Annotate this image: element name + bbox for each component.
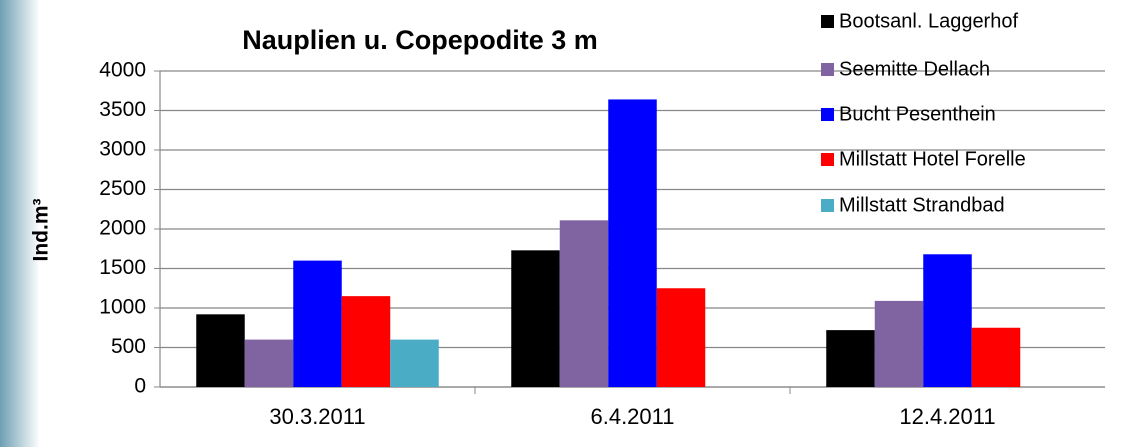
y-tick-label: 1000 (99, 296, 146, 319)
y-tick-label: 1500 (99, 256, 146, 279)
bar (874, 300, 924, 387)
legend-swatch (821, 153, 834, 166)
y-tick-label: 500 (111, 335, 146, 358)
x-tick-label: 12.4.2011 (899, 404, 995, 429)
y-tick-label: 3000 (99, 138, 146, 161)
legend-label: Millstatt Strandbad (839, 194, 1005, 216)
legend-label: Bucht Pesenthein (839, 103, 996, 125)
bar (971, 327, 1021, 387)
y-tick-label: 3500 (99, 98, 146, 121)
y-tick-label: 0 (134, 375, 146, 398)
legend-label: Seemitte Dellach (839, 58, 990, 80)
bar (244, 339, 294, 387)
y-tick-label: 4000 (99, 59, 146, 82)
legend-swatch (821, 199, 834, 212)
x-tick-label: 6.4.2011 (590, 404, 674, 429)
x-tick-label: 30.3.2011 (269, 404, 365, 429)
y-axis-label: Ind.m³ (30, 199, 53, 262)
bar (923, 254, 972, 387)
bar (196, 314, 245, 387)
legend-label: Bootsanl. Laggerhof (839, 10, 1018, 32)
bar (293, 260, 342, 387)
bar (826, 330, 875, 387)
bar (511, 250, 560, 387)
y-tick-label: 2500 (99, 177, 146, 200)
legend-label: Millstatt Hotel Forelle (839, 148, 1026, 170)
legend-swatch (821, 15, 834, 28)
chart-title: Nauplien u. Copepodite 3 m (242, 25, 598, 55)
bar (341, 296, 391, 387)
legend-swatch (821, 108, 834, 121)
background-strip (0, 0, 40, 447)
legend-swatch (821, 63, 834, 76)
bar (390, 339, 439, 387)
bar (608, 99, 657, 387)
bar (559, 220, 609, 387)
bar (656, 288, 706, 387)
y-tick-label: 2000 (99, 217, 146, 240)
